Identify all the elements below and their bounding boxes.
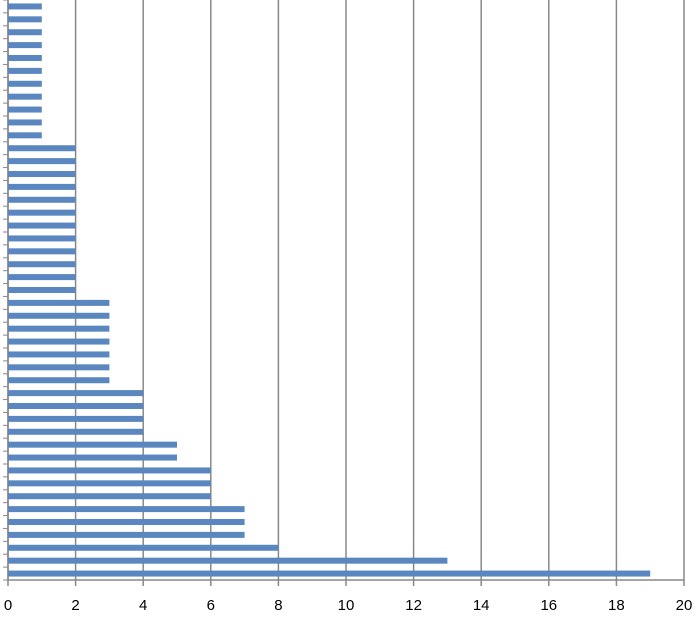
bar	[8, 506, 245, 513]
bar	[8, 544, 279, 551]
bar	[8, 454, 177, 461]
bar	[8, 467, 211, 474]
bar	[8, 441, 177, 448]
bar	[8, 338, 110, 345]
bar	[8, 171, 76, 177]
bar	[8, 80, 42, 87]
bar	[8, 274, 76, 281]
bar	[8, 132, 42, 139]
x-tick-label: 6	[207, 597, 215, 614]
bar	[8, 312, 110, 319]
bar	[8, 519, 245, 525]
bar	[8, 196, 76, 203]
bar	[8, 222, 76, 229]
x-tick-label: 14	[473, 597, 490, 614]
bar	[8, 42, 42, 49]
x-tick-label: 20	[676, 597, 693, 614]
bar	[8, 158, 76, 165]
bar	[8, 480, 211, 487]
bar	[8, 325, 110, 332]
x-tick-label: 0	[4, 597, 12, 614]
bar	[8, 119, 42, 126]
bar	[8, 287, 76, 293]
bar	[8, 557, 448, 564]
x-tick-label: 12	[405, 597, 422, 614]
bar	[8, 93, 42, 100]
bar	[8, 235, 76, 242]
bar	[8, 351, 110, 358]
bar	[8, 55, 42, 61]
bar	[8, 364, 110, 371]
bar	[8, 428, 144, 435]
bar	[8, 377, 110, 384]
bar	[8, 261, 76, 268]
bar	[8, 390, 144, 397]
bar	[8, 183, 76, 190]
x-tick-label: 18	[608, 597, 625, 614]
bar	[8, 29, 42, 36]
bar	[8, 493, 211, 500]
bar	[8, 145, 76, 152]
x-tick-label: 4	[139, 597, 147, 614]
bar	[8, 209, 76, 216]
bar	[8, 403, 144, 409]
bar	[8, 531, 245, 538]
x-tick-label: 16	[540, 597, 557, 614]
bar	[8, 67, 42, 74]
x-tick-label: 10	[338, 597, 355, 614]
x-tick-label: 8	[274, 597, 282, 614]
bar	[8, 570, 651, 577]
bar	[8, 415, 144, 422]
bar	[8, 248, 76, 255]
bar	[8, 3, 42, 10]
x-tick-label: 2	[71, 597, 79, 614]
bar	[8, 106, 42, 113]
bar	[8, 299, 110, 306]
bar	[8, 16, 42, 23]
